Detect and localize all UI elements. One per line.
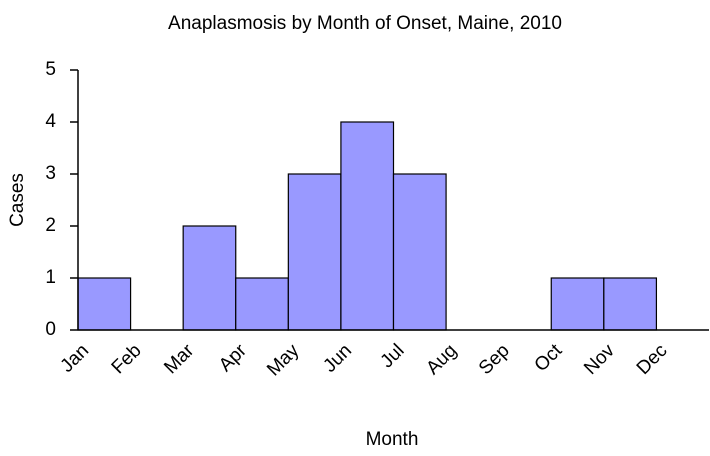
- y-tick-label: 1: [45, 267, 56, 288]
- y-tick-label: 4: [45, 111, 56, 132]
- x-tick-label: Dec: [633, 340, 672, 379]
- bar: [287, 173, 342, 331]
- bar: [77, 277, 132, 331]
- x-tick-label: Mar: [160, 340, 198, 378]
- bar: [182, 225, 237, 331]
- y-tick-label: 2: [45, 215, 56, 236]
- x-tick-label: Jun: [319, 340, 356, 377]
- x-tick-label: Feb: [108, 340, 146, 378]
- x-tick-label: Apr: [215, 340, 251, 376]
- x-tick-label: Nov: [580, 340, 619, 379]
- y-tick-label: 3: [45, 163, 56, 184]
- bar: [235, 277, 289, 331]
- x-axis-label: Month: [366, 429, 419, 450]
- bar: [392, 173, 447, 331]
- bar: [340, 121, 395, 331]
- y-tick-label: 0: [45, 319, 56, 340]
- x-tick-label: Oct: [531, 340, 567, 376]
- bar: [603, 277, 658, 331]
- x-tick-label: Sep: [475, 340, 514, 379]
- x-tick-label: Aug: [422, 340, 461, 379]
- bar: [550, 277, 605, 331]
- chart-title: Anaplasmosis by Month of Onset, Maine, 2…: [168, 13, 562, 34]
- x-tick-label: May: [263, 340, 304, 381]
- y-axis-label: Cases: [7, 173, 28, 227]
- x-tick-label: Jul: [377, 340, 409, 372]
- y-tick-label: 5: [45, 59, 56, 80]
- x-tick-label: Jan: [57, 340, 94, 377]
